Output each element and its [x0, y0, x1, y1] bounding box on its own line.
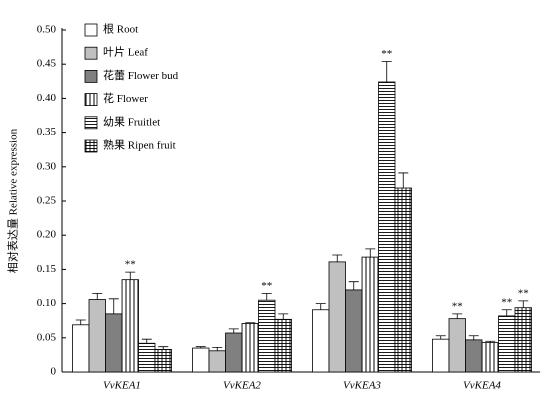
significance-label: **: [125, 259, 136, 271]
legend-label: 叶片 Leaf: [103, 46, 148, 59]
error-bar: [348, 281, 359, 290]
error-bar: [278, 313, 289, 320]
bar: [378, 81, 396, 373]
significance-label: **: [452, 300, 463, 312]
error-bar: [75, 319, 86, 325]
bar: [225, 332, 243, 373]
legend-swatch: [84, 23, 98, 37]
bar: [394, 187, 412, 373]
bar: [328, 261, 346, 373]
error-bar: [261, 292, 272, 301]
y-tick-label: 0.35: [37, 126, 57, 138]
y-tick-label: 0.15: [37, 263, 57, 275]
significance-label: **: [501, 296, 512, 308]
y-tick-label: 0: [51, 366, 57, 378]
y-tick-label: 0.10: [37, 297, 57, 309]
legend-swatch: [84, 46, 98, 60]
bar: [432, 338, 450, 373]
error-bar: [468, 335, 479, 340]
x-tick-label: VvKEA1: [103, 380, 141, 392]
bar: [192, 347, 210, 373]
bar: [345, 289, 363, 373]
y-tick-label: 0.25: [37, 195, 57, 207]
error-bar: [108, 298, 119, 314]
error-bar: [452, 313, 463, 319]
legend-swatch: [84, 70, 98, 83]
error-bar: [158, 346, 169, 350]
bar: [72, 324, 90, 373]
y-tick-label: 0.40: [37, 92, 57, 104]
y-tick-label: 0.50: [37, 24, 57, 36]
error-bar: [435, 335, 446, 340]
error-bar: [195, 346, 206, 349]
bar: [274, 318, 292, 373]
legend-swatch: [84, 139, 98, 153]
legend-label: 花 Flower: [103, 92, 148, 105]
bar: [88, 299, 106, 373]
x-tick-label: VvKEA4: [463, 380, 501, 392]
bar: [154, 349, 172, 373]
error-bar: [381, 61, 392, 82]
error-bar: [365, 248, 376, 258]
error-bar: [398, 172, 409, 189]
error-bar: [315, 303, 326, 310]
y-tick-label: 0.05: [37, 331, 57, 343]
bar: [514, 307, 532, 373]
error-bar: [212, 346, 223, 351]
bar: [105, 313, 123, 373]
error-bar: [141, 338, 152, 344]
error-bar: [332, 254, 343, 262]
legend-swatch: [84, 116, 98, 130]
bar: [208, 350, 226, 373]
bar: [465, 339, 483, 373]
x-tick-label: VvKEA2: [223, 380, 261, 392]
y-tick-label: 0.30: [37, 160, 57, 172]
legend-swatch: [84, 93, 98, 106]
y-tick-label: 0.45: [37, 58, 57, 70]
error-bar: [125, 271, 136, 280]
bar: [448, 318, 466, 373]
error-bar: [245, 322, 256, 324]
bar: [121, 279, 139, 373]
significance-label: **: [518, 287, 529, 299]
y-tick-label: 0.20: [37, 229, 57, 241]
legend-label: 花蕾 Flower bud: [103, 69, 179, 82]
legend-label: 熟果 Ripen fruit: [103, 138, 176, 152]
error-bar: [518, 300, 529, 308]
error-bar: [228, 328, 239, 334]
error-bar: [485, 340, 496, 343]
bar: [481, 342, 499, 373]
bar: [361, 256, 379, 373]
y-axis-label: 相对表达量 Relative expression: [6, 128, 20, 273]
significance-label: **: [261, 280, 272, 292]
error-bar: [92, 292, 103, 300]
error-bar: [501, 309, 512, 316]
significance-label: **: [381, 48, 392, 60]
x-tick-label: VvKEA3: [343, 380, 381, 392]
bar: [498, 315, 516, 373]
bar: [241, 323, 259, 373]
bar: [312, 309, 330, 373]
bar: [138, 342, 156, 373]
bar: [258, 299, 276, 373]
legend-label: 根 Root: [103, 22, 138, 36]
legend-label: 幼果 Fruitlet: [103, 115, 160, 128]
